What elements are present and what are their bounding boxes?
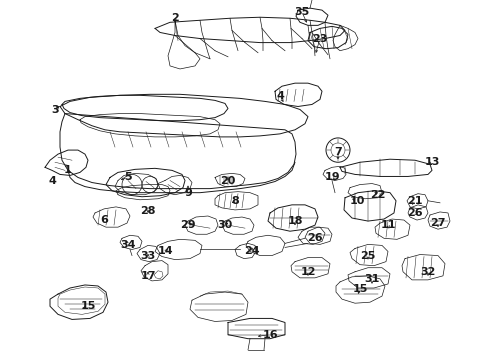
Text: 14: 14 bbox=[157, 247, 173, 256]
Text: 4: 4 bbox=[48, 176, 56, 185]
Text: 10: 10 bbox=[349, 196, 365, 206]
Text: 16: 16 bbox=[262, 330, 278, 339]
Text: 28: 28 bbox=[140, 206, 156, 216]
Text: 15: 15 bbox=[352, 284, 368, 294]
Text: 23: 23 bbox=[312, 33, 328, 44]
Text: 31: 31 bbox=[364, 274, 380, 284]
Text: 32: 32 bbox=[420, 267, 436, 277]
Text: 33: 33 bbox=[140, 251, 156, 261]
Text: 29: 29 bbox=[180, 220, 196, 230]
Text: 11: 11 bbox=[380, 220, 396, 230]
Text: 20: 20 bbox=[220, 176, 236, 185]
Text: 13: 13 bbox=[424, 157, 440, 167]
Text: 9: 9 bbox=[184, 188, 192, 198]
Text: 3: 3 bbox=[51, 104, 59, 114]
Text: 12: 12 bbox=[300, 267, 316, 277]
Text: 34: 34 bbox=[120, 240, 136, 251]
Text: 26: 26 bbox=[307, 233, 323, 243]
Text: 35: 35 bbox=[294, 7, 310, 17]
Text: 27: 27 bbox=[430, 218, 446, 228]
Text: 7: 7 bbox=[334, 147, 342, 157]
Text: 18: 18 bbox=[287, 216, 303, 226]
Text: 5: 5 bbox=[124, 172, 132, 183]
Text: 8: 8 bbox=[231, 196, 239, 206]
Text: 6: 6 bbox=[100, 215, 108, 225]
Text: 17: 17 bbox=[140, 271, 156, 281]
Text: 25: 25 bbox=[360, 251, 376, 261]
Text: 4: 4 bbox=[276, 91, 284, 101]
Text: 22: 22 bbox=[370, 190, 386, 200]
Text: 2: 2 bbox=[171, 13, 179, 23]
Text: 24: 24 bbox=[244, 247, 260, 256]
Text: 30: 30 bbox=[218, 220, 233, 230]
Text: 15: 15 bbox=[80, 301, 96, 311]
Text: 21: 21 bbox=[407, 196, 423, 206]
Text: 1: 1 bbox=[64, 165, 72, 175]
Text: 26: 26 bbox=[407, 208, 423, 218]
Text: 19: 19 bbox=[324, 172, 340, 183]
